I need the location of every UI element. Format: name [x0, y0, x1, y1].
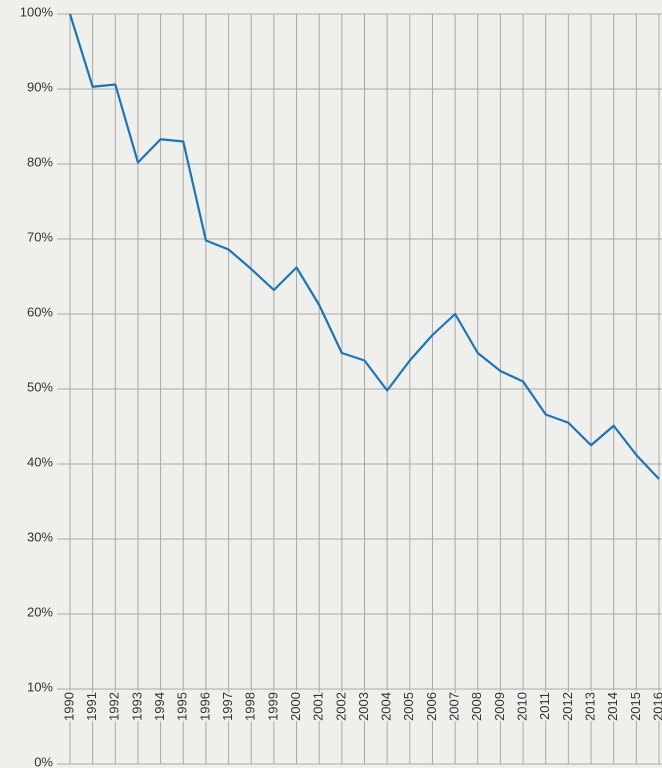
x-tick-label: 2012 — [560, 692, 575, 721]
x-tick-label: 2003 — [356, 692, 371, 721]
y-tick-label: 60% — [27, 304, 53, 319]
x-tick-label: 1992 — [107, 692, 122, 721]
y-tick-label: 70% — [27, 229, 53, 244]
x-tick-label: 1991 — [84, 692, 99, 721]
x-tick-label: 2001 — [311, 692, 326, 721]
x-tick-label: 2004 — [379, 692, 394, 721]
y-tick-label: 30% — [27, 529, 53, 544]
y-tick-label: 50% — [27, 379, 53, 394]
x-tick-label: 2005 — [401, 692, 416, 721]
x-tick-label: 2007 — [447, 692, 462, 721]
y-tick-label: 90% — [27, 79, 53, 94]
x-tick-label: 2008 — [469, 692, 484, 721]
x-tick-label: 1990 — [61, 692, 76, 721]
x-tick-label: 1998 — [243, 692, 258, 721]
x-tick-label: 2014 — [605, 692, 620, 721]
x-tick-label: 2010 — [515, 692, 530, 721]
y-tick-label: 40% — [27, 454, 53, 469]
x-tick-label: 2013 — [582, 692, 597, 721]
x-tick-label: 1995 — [175, 692, 190, 721]
x-tick-label: 2006 — [424, 692, 439, 721]
x-tick-label: 1999 — [265, 692, 280, 721]
y-tick-label: 100% — [20, 4, 54, 19]
line-series — [68, 13, 660, 480]
x-tick-label: 1996 — [197, 692, 212, 721]
x-tick-label: 2000 — [288, 692, 303, 721]
x-tick-label: 1994 — [152, 692, 167, 721]
x-tick-label: 2016 — [650, 692, 662, 721]
x-tick-label: 2011 — [537, 692, 552, 720]
x-tick-label: 2015 — [628, 692, 643, 721]
y-tick-label: 80% — [27, 154, 53, 169]
x-tick-label: 2002 — [333, 692, 348, 721]
y-tick-label: 10% — [27, 679, 53, 694]
y-tick-label: 0% — [34, 754, 53, 768]
x-tick-label: 1997 — [220, 692, 235, 721]
x-tick-label: 2009 — [492, 692, 507, 721]
y-tick-label: 20% — [27, 604, 53, 619]
x-tick-label: 1993 — [129, 692, 144, 721]
